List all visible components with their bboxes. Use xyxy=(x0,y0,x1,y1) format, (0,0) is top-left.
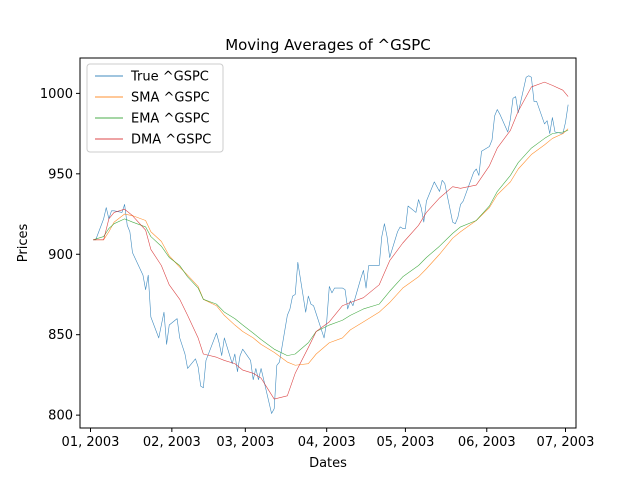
legend-label-1: SMA ^GSPC xyxy=(131,91,210,106)
x-tick-label: 04, 2003 xyxy=(298,435,356,450)
y-axis-ticks: 800 850 900 950 1000 xyxy=(40,87,80,424)
x-tick-label: 06, 2003 xyxy=(458,435,516,450)
series-line-3 xyxy=(93,81,569,400)
y-tick-label: 950 xyxy=(48,167,73,182)
y-axis-label: Prices xyxy=(16,224,31,263)
legend: True ^GSPC SMA ^GSPC EMA ^GSPC DMA ^GSPC xyxy=(86,63,224,153)
plot-frame xyxy=(79,57,577,429)
y-tick-label: 850 xyxy=(48,328,73,343)
legend-label-2: EMA ^GSPC xyxy=(131,112,210,127)
x-tick-label: 02, 2003 xyxy=(143,435,201,450)
legend-frame xyxy=(86,63,224,153)
x-axis-ticks: 01, 2003 02, 2003 03, 2003 04, 2003 05, 2003… xyxy=(62,428,595,450)
legend-label-0: True ^GSPC xyxy=(130,70,209,85)
series-layer xyxy=(93,75,569,414)
x-tick-label: 05, 2003 xyxy=(376,435,434,450)
y-tick-label: 1000 xyxy=(40,87,73,102)
y-tick-label: 800 xyxy=(48,409,73,424)
chart-title: Moving Averages of ^GSPC xyxy=(225,36,431,54)
series-line-0 xyxy=(93,75,569,414)
series-line-2 xyxy=(93,130,569,356)
x-tick-label: 07, 2003 xyxy=(537,435,595,450)
x-tick-label: 03, 2003 xyxy=(216,435,274,450)
legend-label-3: DMA ^GSPC xyxy=(131,133,211,148)
x-tick-label: 01, 2003 xyxy=(62,435,120,450)
y-tick-label: 900 xyxy=(48,248,73,263)
series-line-1 xyxy=(93,128,569,366)
x-axis-label: Dates xyxy=(309,456,347,471)
